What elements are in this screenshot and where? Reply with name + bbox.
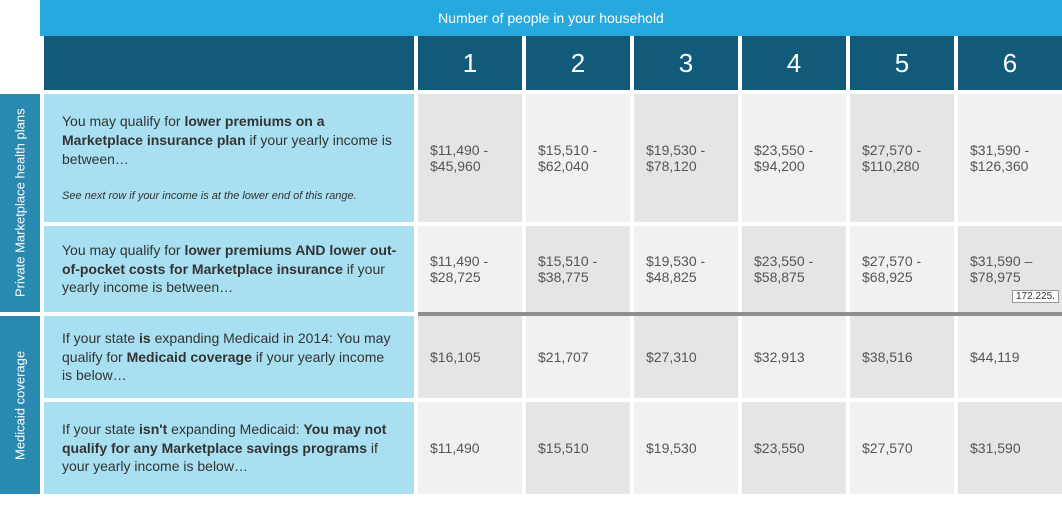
table-cell: $19,530 - $78,120 [634, 94, 738, 222]
col-header-2: 2 [526, 36, 630, 90]
table-cell: $15,510 - $38,775 [526, 226, 630, 312]
row-desc: If your state is expanding Medicaid in 2… [44, 316, 414, 398]
table-cell: $27,310 [634, 316, 738, 398]
table-cell: $31,590 - $126,360 [958, 94, 1062, 222]
table-cell: $21,707 [526, 316, 630, 398]
top-title-bar: Number of people in your household [40, 0, 1062, 36]
table-cell: $19,530 [634, 402, 738, 494]
table-cell: $31,590 [958, 402, 1062, 494]
table-grid: 1 2 3 4 5 6 Private Marketplace health p… [0, 36, 1062, 494]
row-note: See next row if your income is at the lo… [62, 189, 398, 204]
col-header-5: 5 [850, 36, 954, 90]
col-header-4: 4 [742, 36, 846, 90]
table-cell: $11,490 - $45,960 [418, 94, 522, 222]
table-cell: $15,510 - $62,040 [526, 94, 630, 222]
table-cell: $16,105 [418, 316, 522, 398]
table-cell: $27,570 [850, 402, 954, 494]
col-header-3: 3 [634, 36, 738, 90]
table-cell: $27,570 - $110,280 [850, 94, 954, 222]
table-cell: $23,550 [742, 402, 846, 494]
table-cell: $23,550 - $94,200 [742, 94, 846, 222]
col-header-6: 6 [958, 36, 1062, 90]
table-cell: $44,119 [958, 316, 1062, 398]
row-desc: You may qualify for lower premiums AND l… [44, 226, 414, 312]
table-cell: $15,510 [526, 402, 630, 494]
top-title: Number of people in your household [438, 10, 664, 26]
table-cell: $19,530 - $48,825 [634, 226, 738, 312]
section-label-medicaid: Medicaid coverage [0, 316, 40, 494]
table-cell: $27,570 - $68,925 [850, 226, 954, 312]
col-header-1: 1 [418, 36, 522, 90]
table-cell: $11,490 - $28,725 [418, 226, 522, 312]
table-cell: $23,550 - $58,875 [742, 226, 846, 312]
tooltip: 172.225. [1012, 290, 1059, 303]
section-label-private: Private Marketplace health plans [0, 94, 40, 312]
row-desc: You may qualify for lower premiums on a … [44, 94, 414, 222]
table-cell: $11,490 [418, 402, 522, 494]
table-cell: $38,516 [850, 316, 954, 398]
table-cell: $32,913 [742, 316, 846, 398]
row-desc: If your state isn't expanding Medicaid: … [44, 402, 414, 494]
header-spacer [0, 36, 40, 90]
header-blank [44, 36, 414, 90]
